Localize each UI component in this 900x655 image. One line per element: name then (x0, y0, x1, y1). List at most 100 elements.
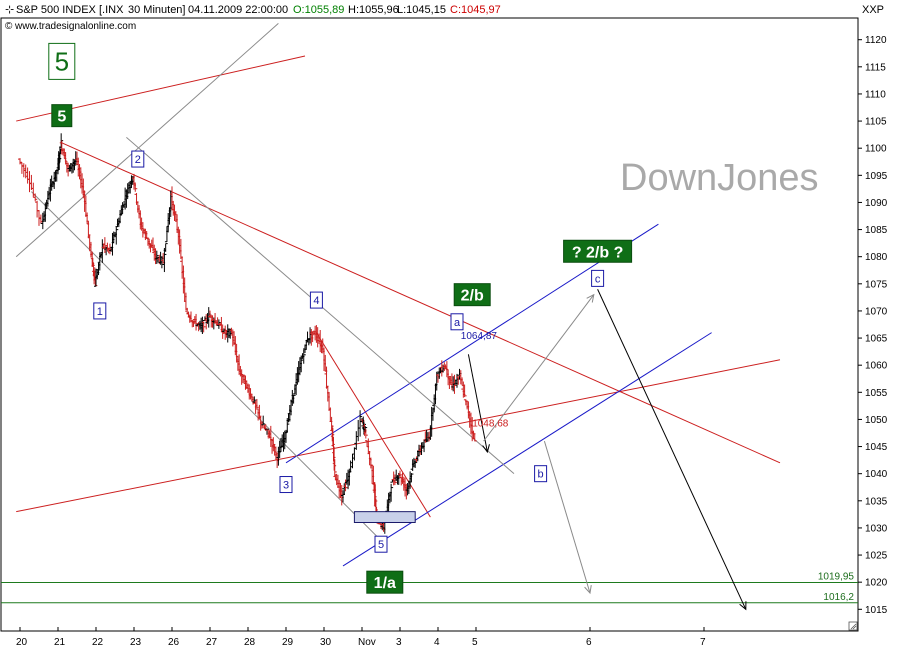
price-bar (413, 460, 418, 468)
wave-label: 5 (48, 42, 76, 80)
price-bar (68, 163, 73, 172)
wave-label: 1 (93, 302, 107, 320)
wave-label-text: b (538, 469, 544, 481)
price-bar (301, 349, 306, 364)
y-axis: 1015 1020 1025 1030 1035 1040 1045 1050 1055 1060… (858, 35, 888, 616)
projection-arrow-head (482, 444, 490, 454)
plot-frame (0, 17, 859, 632)
wave-label: c (591, 269, 605, 287)
y-tick-label: 1095 (865, 171, 888, 182)
price-bar (162, 247, 167, 273)
header-low: L:1045,15 (397, 4, 446, 16)
wave-label-box (450, 313, 464, 331)
x-tick-label: 29 (282, 637, 294, 648)
price-bar (254, 398, 259, 409)
y-tick-label: 1075 (865, 279, 888, 290)
wave-label-text: 2 (135, 154, 141, 166)
projection-arrow-head (586, 293, 595, 303)
wave-label-text: 3 (283, 480, 289, 492)
wave-label-box (534, 465, 548, 483)
wave-label-text: 5 (57, 109, 66, 126)
x-axis: 20 21 22 23 26 27 28 29 30 Nov 3 4 5 6 7 (16, 627, 706, 648)
wave-label: b (534, 465, 548, 483)
y-tick-label: 1035 (865, 496, 888, 507)
wave-label-text: 1 (97, 306, 103, 318)
x-tick-label: 4 (434, 637, 440, 648)
y-tick-label: 1070 (865, 306, 888, 317)
x-tick-label: 5 (472, 637, 478, 648)
trend-line (31, 191, 386, 545)
wave-label: ? 2/b ? (563, 239, 633, 263)
y-tick-label: 1040 (865, 469, 888, 480)
wave-label-box (563, 239, 633, 263)
y-tick-label: 1100 (865, 144, 887, 155)
crosshair-icon: ⊹ (5, 4, 14, 16)
y-tick-label: 1055 (865, 388, 888, 399)
copyright-icon: © (5, 21, 13, 32)
wave-label-box (51, 104, 73, 128)
support-levels: 1019,95 1016,2 (1, 571, 858, 604)
wave-label-box (48, 42, 76, 80)
price-bar (33, 193, 38, 202)
wave-label: a (450, 313, 464, 331)
price-bar (304, 341, 309, 350)
x-tick-label: 20 (16, 637, 28, 648)
y-tick-label: 1090 (865, 198, 888, 209)
panel-code: XXP (862, 4, 884, 16)
trend-line (16, 359, 781, 513)
projection-arrow-shaft (467, 354, 488, 453)
projection-arrow (483, 293, 595, 442)
projection-arrows (467, 289, 747, 611)
box-markers (353, 511, 416, 524)
support-level-label: 1016,2 (823, 592, 854, 603)
price-bar (409, 473, 414, 483)
y-tick-label: 1085 (865, 225, 888, 236)
wave-label-text: ? 2/b ? (572, 244, 624, 261)
price-bar (86, 220, 91, 239)
header-datetime: 04.11.2009 22:00:00 (188, 4, 288, 16)
price-bar (358, 410, 363, 437)
header-high: H:1055,96 (348, 4, 399, 16)
support-level-label: 1019,95 (818, 571, 855, 582)
header-source: www.tradesignalonline.com (14, 21, 136, 32)
trend-line (15, 23, 279, 258)
header-symbol: S&P 500 INDEX [.INX (16, 4, 124, 16)
projection-arrow-shaft (543, 440, 591, 594)
price-bar (389, 483, 394, 502)
wave-label-box (131, 150, 145, 168)
price-bar (291, 394, 296, 404)
resize-grip-icon[interactable] (848, 621, 858, 631)
price-bar (261, 415, 266, 426)
projection-arrow (597, 289, 747, 611)
y-tick-label: 1025 (865, 551, 888, 562)
price-bar (332, 459, 337, 477)
trend-line (285, 223, 659, 464)
wave-label: 4 (309, 291, 323, 309)
x-tick-label: 23 (130, 637, 142, 648)
wave-label: 2/b (453, 283, 491, 307)
projection-arrow (543, 440, 592, 595)
projection-arrow-shaft (597, 289, 747, 610)
watermark: DownJones (620, 157, 819, 199)
projection-arrow (467, 354, 490, 454)
y-tick-label: 1110 (865, 89, 886, 100)
price-bar (201, 321, 206, 333)
wave-label-text: 5 (378, 539, 384, 551)
price-bar (114, 226, 119, 245)
wave-label: 5 (374, 535, 388, 553)
y-tick-label: 1120 (865, 35, 887, 46)
wave-label-text: a (454, 317, 461, 329)
wave-label: 5 (51, 104, 73, 128)
price-bar (252, 396, 257, 404)
wave-label-box (374, 535, 388, 553)
price-bar (163, 243, 168, 252)
x-tick-label: 22 (92, 637, 104, 648)
projection-arrow-head (584, 585, 592, 595)
price-bar (363, 428, 368, 439)
y-tick-label: 1105 (865, 117, 887, 128)
price-annotations: 1064,87 1048,68 (461, 331, 509, 430)
x-tick-label: 21 (54, 637, 66, 648)
x-tick-label: Nov (358, 637, 376, 648)
low-zone-box (353, 511, 416, 524)
